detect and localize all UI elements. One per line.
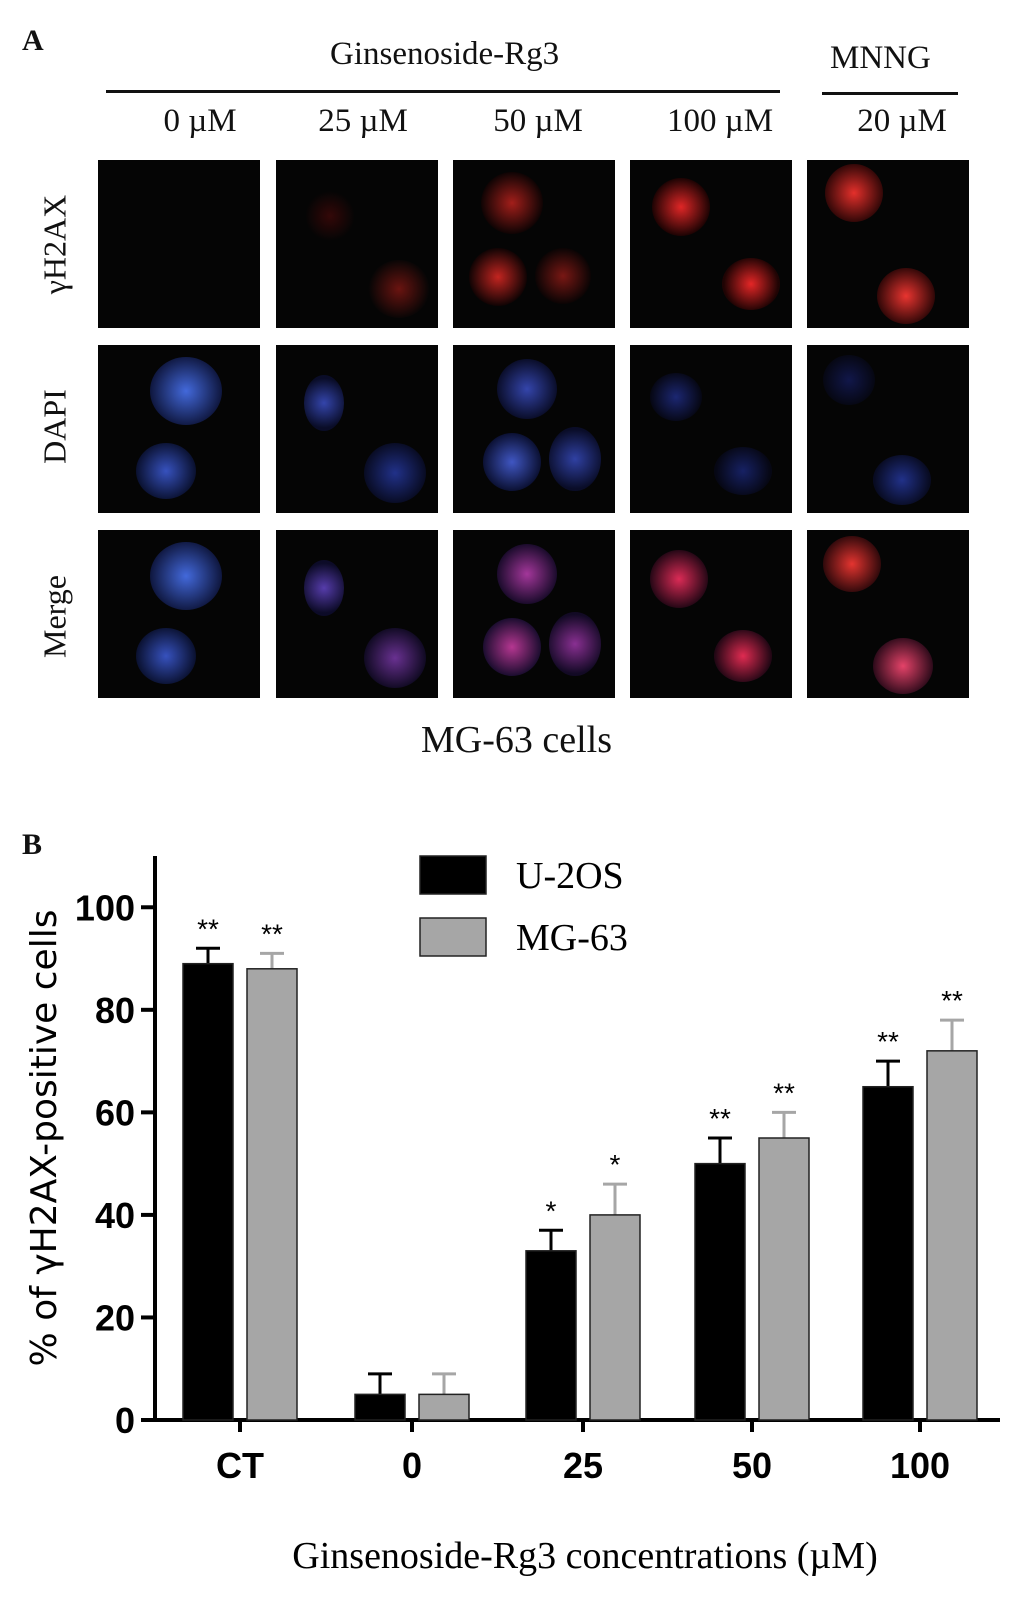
group-bracket-line bbox=[106, 90, 780, 93]
group-label: Ginsenoside-Rg3 bbox=[330, 36, 560, 72]
micrograph-gh2ax-0um bbox=[98, 160, 260, 328]
bar-mg-63-25 bbox=[589, 1214, 641, 1421]
x-tick-label: 0 bbox=[402, 1445, 422, 1486]
dose-label-0: 0 µM bbox=[163, 103, 237, 139]
bar-mg-63-0 bbox=[418, 1393, 470, 1421]
micrograph-dapi-0um bbox=[98, 345, 260, 513]
x-axis-label: Ginsenoside-Rg3 concentrations (µM) bbox=[292, 1535, 877, 1577]
bar-u-2os-25 bbox=[525, 1250, 577, 1421]
micrograph-merge-100um bbox=[630, 530, 792, 698]
micrograph-dapi-mnng bbox=[807, 345, 969, 513]
bar-u-2os-0 bbox=[354, 1393, 406, 1421]
micrograph-gh2ax-mnng bbox=[807, 160, 969, 328]
x-tick-label: 25 bbox=[563, 1445, 603, 1486]
legend-label: MG-63 bbox=[516, 917, 628, 959]
y-axis-label: % of γH2AX-positive cells bbox=[24, 910, 65, 1367]
legend-label: U-2OS bbox=[516, 855, 624, 897]
bar-u-2os-CT bbox=[182, 962, 234, 1421]
micrograph-merge-50um bbox=[453, 530, 615, 698]
y-tick-label: 0 bbox=[115, 1400, 135, 1441]
micrograph-gh2ax-50um bbox=[453, 160, 615, 328]
micrograph-gh2ax-100um bbox=[630, 160, 792, 328]
micrograph-merge-mnng bbox=[807, 530, 969, 698]
y-tick-label: 100 bbox=[75, 887, 135, 928]
panel-a-caption: MG-63 cells bbox=[420, 719, 613, 761]
significance-marker: ** bbox=[197, 913, 219, 944]
y-tick-label: 20 bbox=[95, 1297, 135, 1338]
micrograph-gh2ax-25um bbox=[276, 160, 438, 328]
control-bracket-line bbox=[822, 92, 958, 95]
significance-marker: ** bbox=[261, 918, 283, 949]
dose-label-25: 25 µM bbox=[318, 103, 408, 139]
x-tick-label: CT bbox=[216, 1445, 264, 1486]
micrograph-dapi-100um bbox=[630, 345, 792, 513]
x-tick-label: 50 bbox=[732, 1445, 772, 1486]
bar-mg-63-50 bbox=[758, 1137, 810, 1421]
y-tick-label: 40 bbox=[95, 1195, 135, 1236]
bar-mg-63-CT bbox=[246, 968, 298, 1421]
micrograph-dapi-50um bbox=[453, 345, 615, 513]
significance-marker: ** bbox=[773, 1077, 795, 1108]
dose-label-100: 100 µM bbox=[666, 103, 774, 139]
micrograph-dapi-25um bbox=[276, 345, 438, 513]
bar-u-2os-100 bbox=[862, 1085, 914, 1421]
dose-label-mnng: 20 µM bbox=[857, 103, 947, 139]
legend-swatch-mg-63 bbox=[419, 917, 487, 957]
significance-marker: * bbox=[610, 1149, 621, 1180]
y-tick-label: 80 bbox=[95, 990, 135, 1031]
control-label: MNNG bbox=[830, 40, 931, 76]
micrograph-merge-25um bbox=[276, 530, 438, 698]
x-tick-label: 100 bbox=[890, 1445, 950, 1486]
significance-marker: ** bbox=[877, 1026, 899, 1057]
bar-u-2os-50 bbox=[694, 1162, 746, 1421]
legend-swatch-u-2os bbox=[419, 855, 487, 895]
significance-marker: ** bbox=[941, 985, 963, 1016]
dose-label-50: 50 µM bbox=[493, 103, 583, 139]
significance-marker: * bbox=[546, 1195, 557, 1226]
y-tick-label: 60 bbox=[95, 1092, 135, 1133]
micrograph-merge-0um bbox=[98, 530, 260, 698]
significance-marker: ** bbox=[709, 1103, 731, 1134]
panel-b-letter: B bbox=[22, 828, 43, 861]
bar-mg-63-100 bbox=[926, 1050, 978, 1421]
panel-a-letter: A bbox=[22, 24, 44, 57]
